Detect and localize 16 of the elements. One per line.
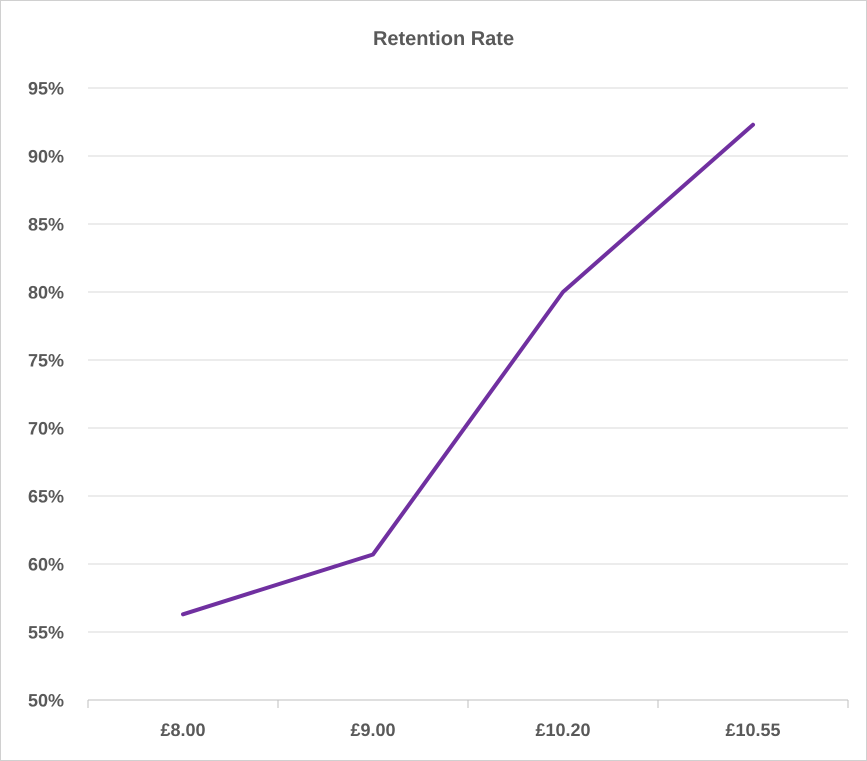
- line-series: [181, 122, 755, 616]
- y-tick-label: 50%: [28, 690, 64, 710]
- x-tick-label: £8.00: [160, 720, 206, 740]
- x-tick-label: £10.20: [535, 720, 591, 740]
- y-tick-label: 75%: [28, 350, 64, 370]
- x-tick-label: £9.00: [350, 720, 396, 740]
- y-tick-label: 55%: [28, 622, 64, 642]
- x-tick-label: £10.55: [725, 720, 781, 740]
- y-tick-label: 60%: [28, 554, 64, 574]
- y-tick-label: 65%: [28, 486, 64, 506]
- y-tick-label: 85%: [28, 214, 64, 234]
- y-tick-label: 80%: [28, 282, 64, 302]
- y-tick-label: 90%: [28, 146, 64, 166]
- y-tick-label: 95%: [28, 78, 64, 98]
- chart-title: Retention Rate: [372, 28, 514, 50]
- y-tick-label: 70%: [28, 418, 64, 438]
